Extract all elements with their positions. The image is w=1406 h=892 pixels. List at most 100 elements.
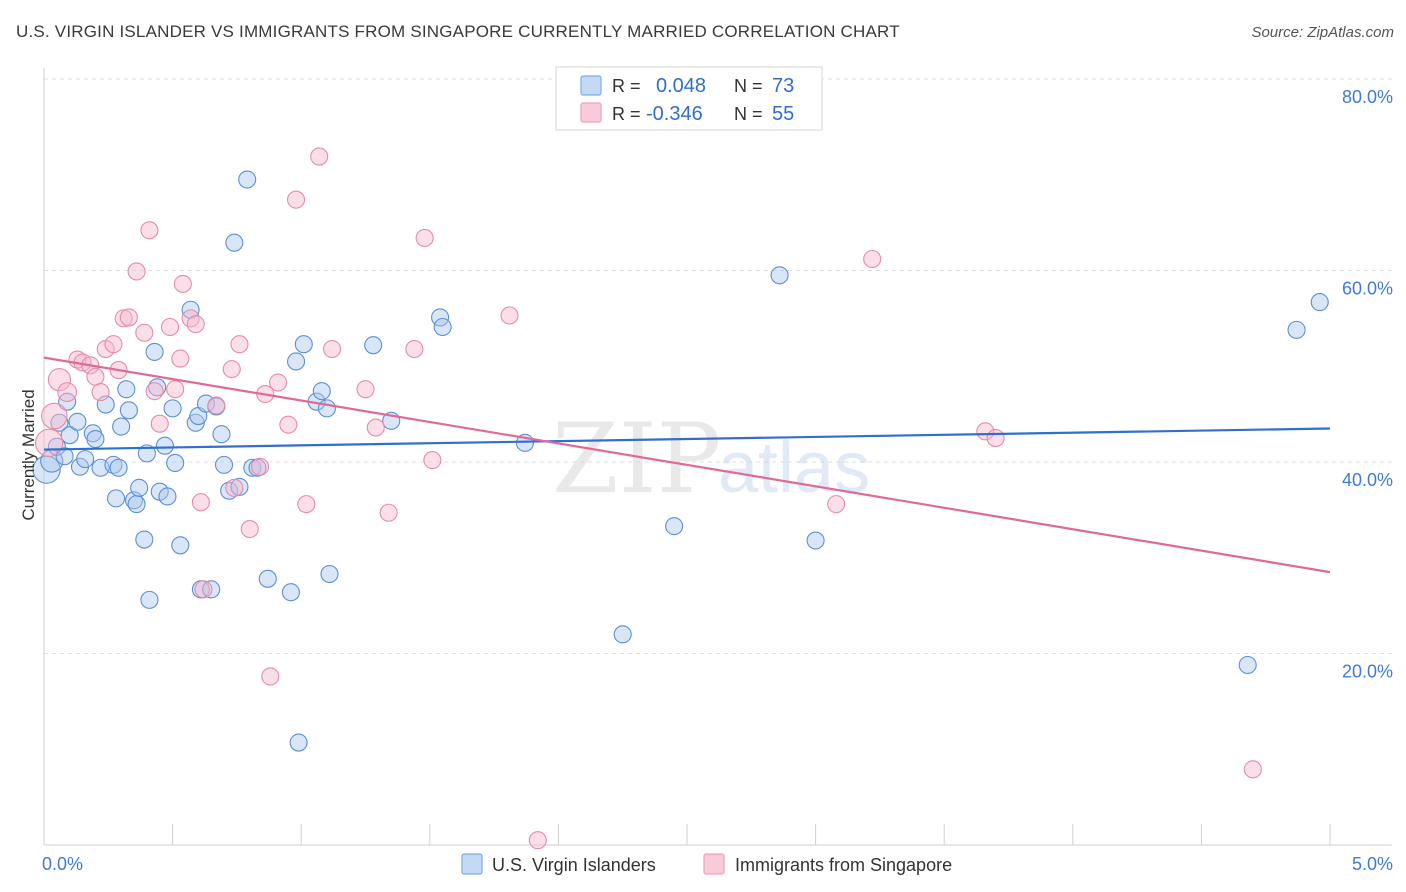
singapore-point-49 [827, 495, 846, 514]
virgin-islander-point-26 [145, 342, 164, 361]
virgin-islander-point-14 [104, 455, 123, 474]
singapore-point-51 [976, 422, 995, 441]
singapore-point-46 [423, 451, 442, 470]
virgin-islander-point-55 [312, 382, 331, 401]
singapore-point-35 [269, 373, 288, 392]
singapore-point-8 [91, 383, 110, 402]
virgin-islander-point-21 [127, 495, 146, 514]
series-label-singapore: Immigrants from Singapore [735, 855, 952, 875]
singapore-point-43 [379, 503, 398, 522]
legend-r-value-2: -0.346 [646, 103, 703, 125]
virgin-islander-point-51 [287, 352, 306, 371]
virgin-islander-point-32 [166, 453, 185, 473]
singapore-point-16 [140, 221, 159, 240]
virgin-islander-point-44 [225, 233, 244, 252]
virgin-islander-point-68 [1287, 320, 1306, 339]
x-tick-label-max: 5.0% [1352, 854, 1393, 874]
virgin-islander-point-45 [230, 477, 249, 496]
singapore-point-20 [166, 380, 185, 399]
virgin-islander-point-67 [1238, 655, 1257, 675]
y-axis-title: Currently Married [19, 389, 38, 520]
y-tick-label-3: 80.0% [1342, 87, 1393, 107]
virgin-islander-point-29 [155, 436, 174, 455]
singapore-point-27 [207, 396, 226, 415]
singapore-point-19 [160, 317, 180, 337]
y-tick-label-0: 20.0% [1342, 662, 1393, 682]
singapore-point-21 [171, 349, 190, 368]
singapore-point-22 [173, 274, 192, 293]
singapore-point-1 [40, 402, 68, 430]
singapore-point-12 [114, 309, 133, 328]
singapore-point-3 [57, 382, 78, 403]
series-label-virgin-islanders: U.S. Virgin Islanders [492, 855, 656, 875]
virgin-islander-point-42 [214, 455, 234, 474]
singapore-point-36 [279, 415, 298, 434]
watermark-atlas: atlas [718, 428, 870, 508]
legend-swatch-pink [580, 102, 602, 123]
x-tick-labels: 0.0% 5.0% [42, 854, 1393, 874]
singapore-point-29 [225, 478, 244, 497]
virgin-islander-point-17 [112, 417, 131, 436]
virgin-islander-point-46 [238, 170, 257, 189]
singapore-point-53 [1243, 760, 1262, 779]
virgin-islander-point-33 [171, 536, 190, 555]
legend-r-value-1: 0.048 [656, 75, 706, 97]
singapore-point-0 [34, 428, 64, 458]
singapore-point-17 [145, 382, 164, 401]
singapore-point-2 [47, 368, 72, 392]
virgin-islander-point-9 [76, 450, 95, 469]
series-legend: U.S. Virgin Islanders Immigrants from Si… [461, 853, 952, 875]
grid-lines [44, 78, 1392, 654]
singapore-point-44 [405, 339, 424, 359]
legend-n-value-1: 73 [772, 75, 794, 97]
virgin-islander-point-16 [109, 458, 128, 477]
virgin-islander-point-11 [86, 429, 105, 449]
virgin-islander-point-19 [119, 401, 138, 420]
singapore-point-7 [86, 367, 105, 386]
singapore-point-26 [194, 580, 213, 599]
data-points [32, 147, 1329, 850]
y-tick-labels: 20.0% 40.0% 60.0% 80.0% [1342, 87, 1393, 682]
virgin-islander-point-52 [289, 733, 308, 752]
virgin-islander-point-4 [50, 413, 69, 432]
virgin-islander-point-39 [202, 580, 221, 599]
singapore-point-50 [863, 249, 882, 269]
series-swatch-singapore [703, 853, 725, 875]
virgin-islander-point-65 [770, 266, 789, 285]
virgin-islander-point-57 [320, 564, 339, 584]
virgin-islander-point-30 [158, 487, 177, 506]
singapore-point-28 [222, 360, 241, 379]
virgin-islander-point-15 [106, 489, 126, 508]
virgin-islander-point-25 [140, 590, 159, 609]
virgin-islander-point-7 [68, 412, 87, 431]
trend-line-virgin-islanders [43, 427, 1331, 451]
virgin-islander-point-63 [613, 625, 632, 644]
trend-lines [43, 356, 1331, 574]
singapore-point-47 [500, 306, 519, 325]
watermark-zip: ZIP [552, 403, 721, 515]
virgin-islander-point-3 [55, 447, 74, 466]
singapore-point-52 [986, 429, 1005, 448]
y-tick-label-1: 40.0% [1342, 470, 1393, 490]
virgin-islander-point-43 [220, 481, 239, 500]
singapore-point-38 [297, 495, 316, 514]
singapore-point-40 [323, 339, 342, 359]
virgin-islander-point-49 [258, 569, 277, 588]
virgin-islander-point-47 [243, 458, 262, 477]
virgin-islander-point-24 [137, 444, 156, 463]
virgin-islander-point-2 [47, 437, 66, 456]
legend-n-label-1: N = [734, 76, 763, 96]
legend-n-value-2: 55 [772, 103, 794, 125]
virgin-islander-point-56 [317, 399, 336, 418]
correlation-legend: R = 0.048 N = 73 R = -0.346 N = 55 [555, 66, 823, 131]
singapore-point-10 [104, 335, 123, 354]
singapore-point-34 [261, 667, 280, 686]
legend-swatch-blue [580, 75, 602, 96]
singapore-point-25 [191, 493, 210, 512]
virgin-islander-point-23 [135, 530, 154, 549]
singapore-point-42 [366, 418, 385, 437]
singapore-point-23 [181, 309, 200, 328]
virgin-islander-point-6 [60, 426, 79, 445]
virgin-islander-point-31 [163, 399, 182, 418]
